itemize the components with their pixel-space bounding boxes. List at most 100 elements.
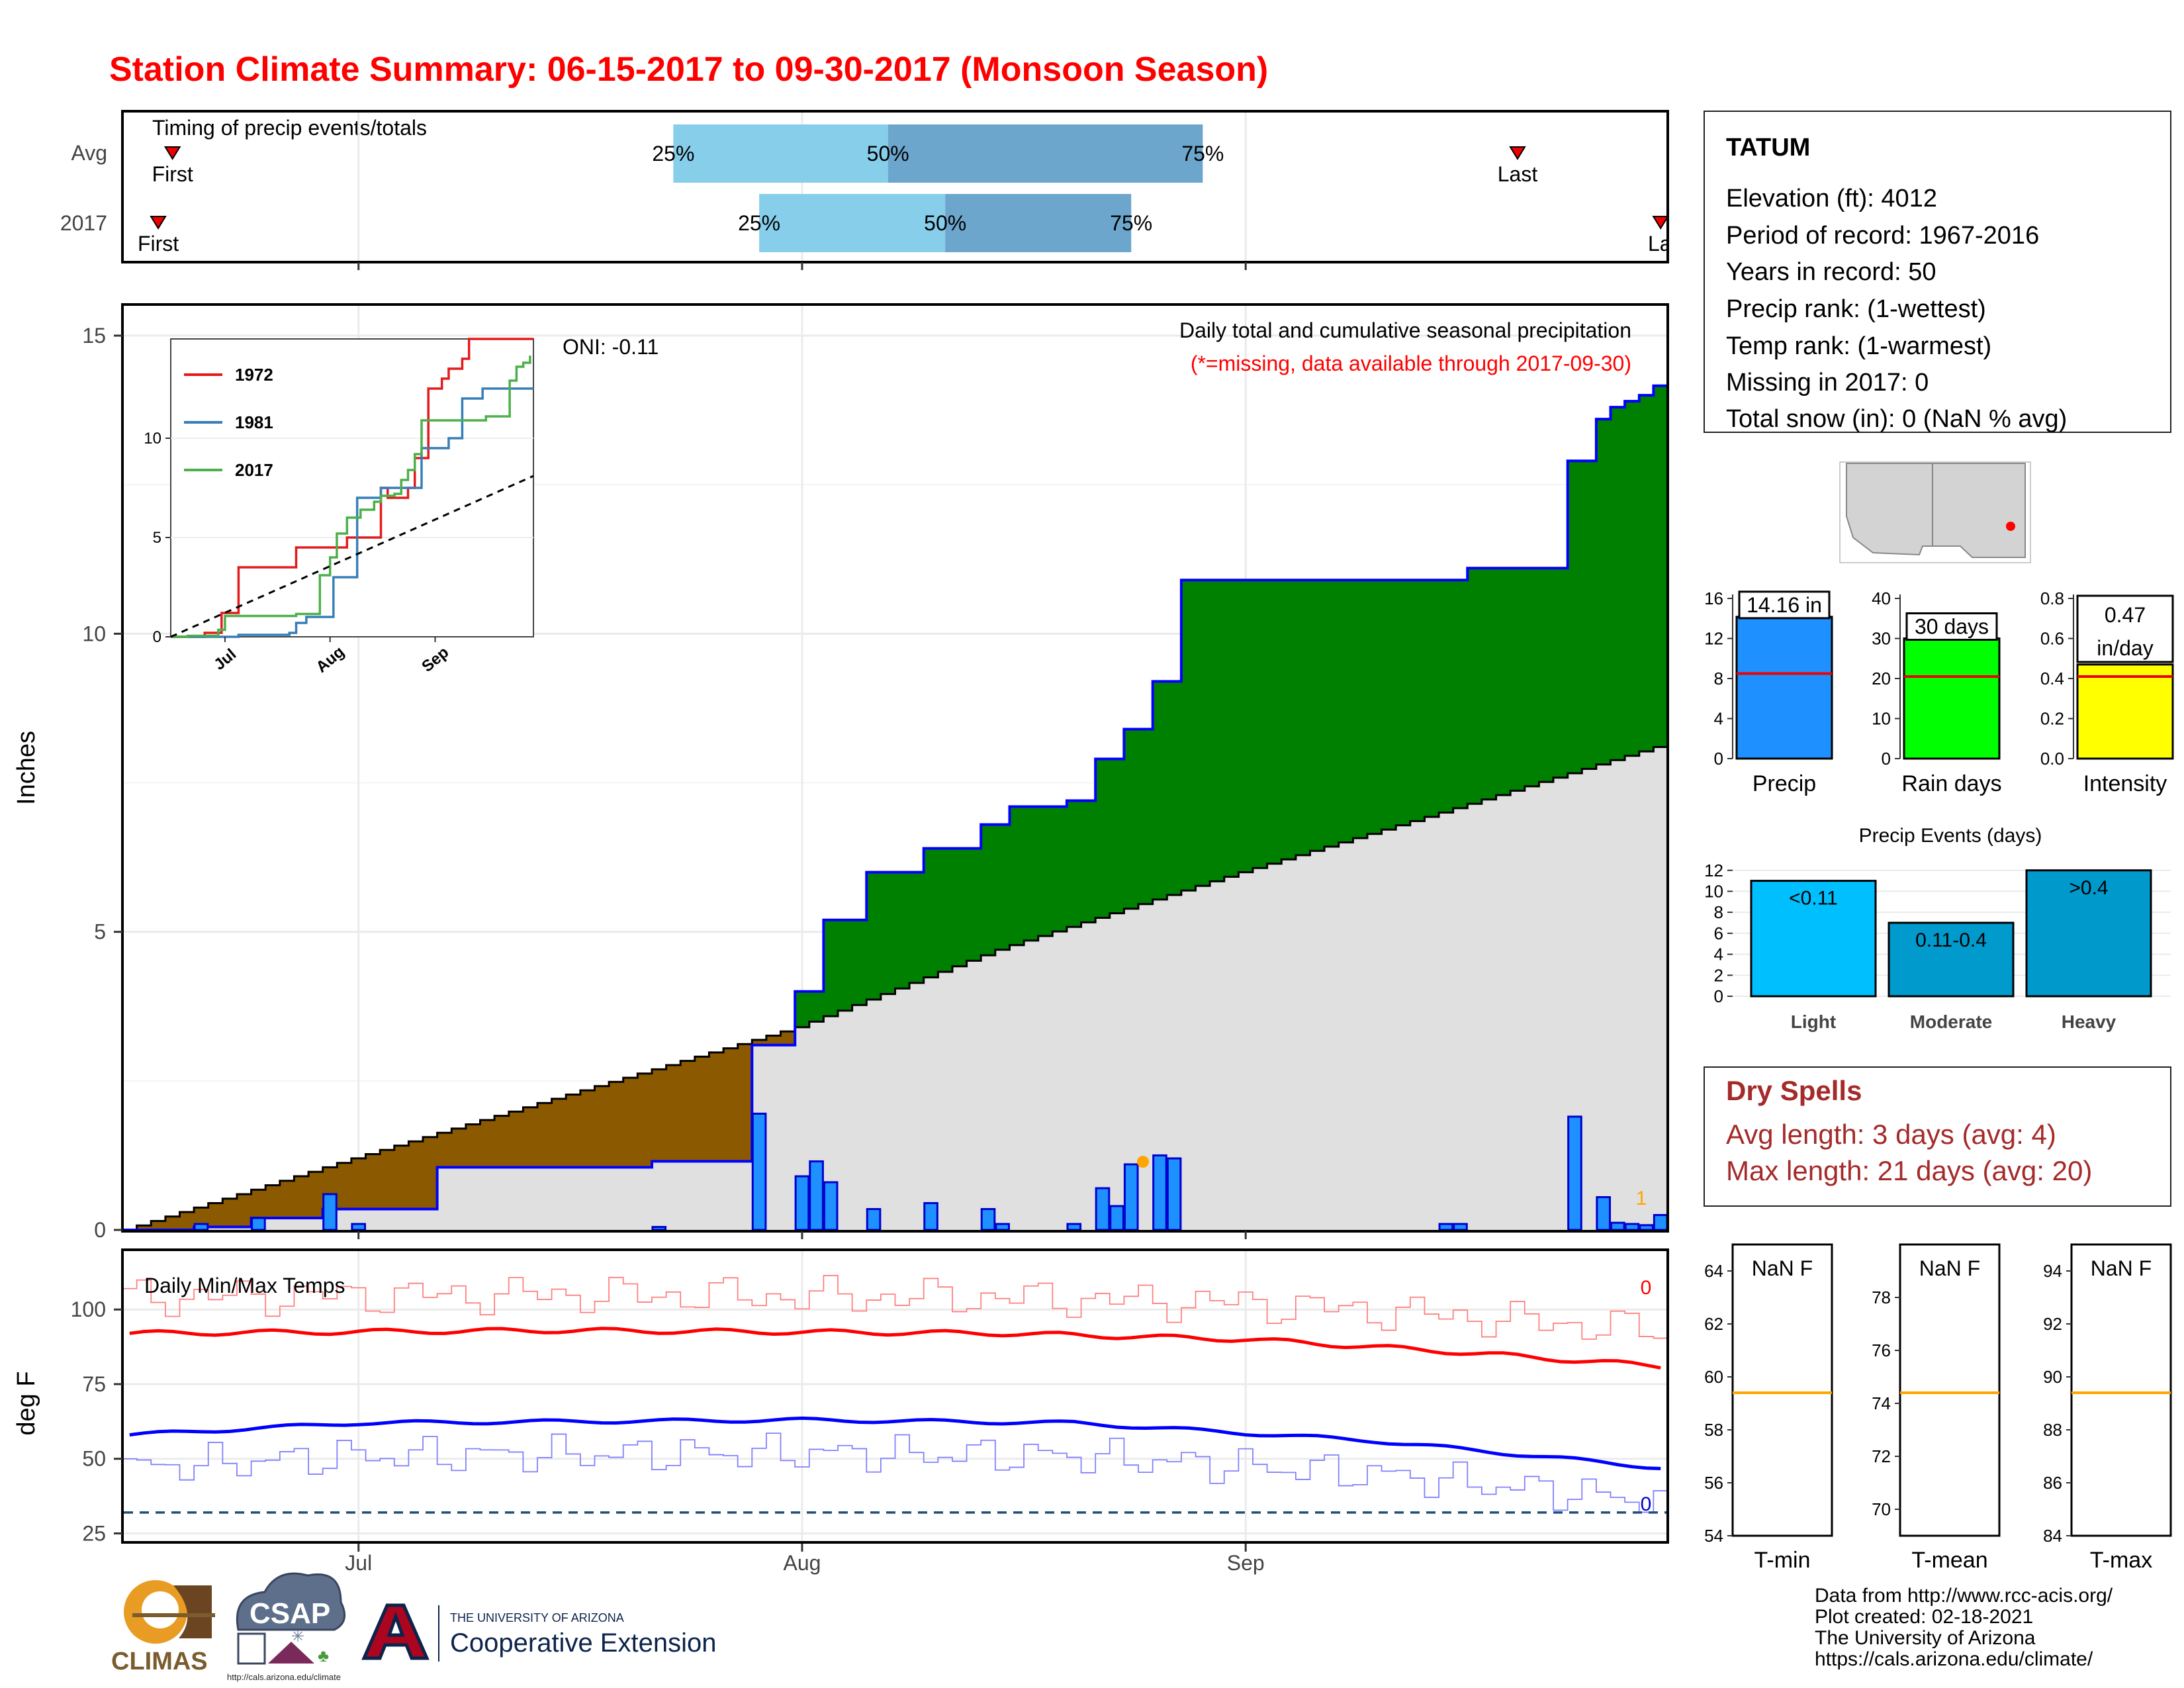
temp-panel-label: Daily Min/Max Temps (144, 1274, 345, 1297)
base-area-segment (1081, 922, 1096, 1230)
surplus-area-segment (1567, 461, 1582, 774)
surplus-area-segment (923, 848, 938, 978)
temp-ytick-label: 50 (82, 1447, 106, 1471)
temp-summary-ytick-label: 86 (2043, 1473, 2062, 1493)
base-area-segment (1625, 755, 1640, 1230)
daily-precip-bar (980, 1207, 996, 1231)
base-area-segment (1095, 917, 1111, 1230)
deficit-area-segment (208, 1203, 223, 1227)
base-area-segment (838, 1010, 853, 1230)
deficit-area-segment (637, 1073, 653, 1168)
base-area-segment (494, 1167, 510, 1230)
inset-background (170, 338, 534, 637)
base-area-segment (365, 1209, 381, 1230)
timing-q25-label: 25% (652, 142, 694, 165)
daily-precip-bar (823, 1181, 839, 1231)
events-bar-label: >0.4 (2069, 877, 2108, 899)
csap-cactus-icon: ♣ (318, 1646, 329, 1665)
inset-ytick-label: 0 (153, 628, 161, 646)
page-title: Station Climate Summary: 06-15-2017 to 0… (109, 50, 1268, 89)
base-area-segment (766, 1045, 782, 1230)
intensity-value-box (2076, 594, 2174, 663)
temp-ytick-label: 100 (71, 1297, 106, 1321)
base-area-segment (537, 1167, 553, 1230)
inset-ytick-label: 10 (144, 430, 161, 447)
base-area-segment (895, 988, 910, 1230)
temp-summary-frame-1 (1899, 1243, 2001, 1537)
surplus-area-segment (1539, 568, 1554, 782)
intensity-ytick-label: 0.8 (2040, 588, 2064, 608)
footer-data-source: Data from http://www.rcc-acis.org/ (1815, 1585, 2113, 1607)
surplus-area-segment (1124, 729, 1139, 909)
surplus-area-segment (895, 872, 910, 989)
base-area-segment (580, 1167, 596, 1230)
precip-note: (*=missing, data available through 2017-… (1191, 352, 1631, 375)
surplus-area-segment (1381, 580, 1396, 830)
surplus-area-segment (981, 824, 996, 956)
station-info-frame (1704, 111, 2171, 433)
base-area-segment (1467, 804, 1482, 1230)
daily-precip-bar (651, 1225, 667, 1231)
surplus-area-segment (1052, 806, 1068, 932)
deficit-area-segment (766, 1035, 782, 1045)
raindays-value-box (1905, 612, 1998, 641)
base-area-segment (1524, 786, 1540, 1230)
intensity-ytick-label: 0.4 (2040, 669, 2064, 688)
surplus-area-segment (995, 824, 1011, 950)
inset-ytick-label: 5 (153, 529, 161, 547)
surplus-area-segment (1467, 568, 1482, 804)
events-ytick-label: 12 (1704, 861, 1723, 880)
first-event-marker (150, 216, 167, 230)
daily-precip-bar (193, 1223, 209, 1231)
base-area-segment (1610, 760, 1625, 1230)
deficit-area-segment (294, 1176, 309, 1218)
surplus-area-segment (1496, 568, 1511, 796)
deficit-area-segment (609, 1082, 624, 1168)
footer-credits: Data from http://www.rcc-acis.org/ Plot … (1815, 1585, 2113, 1670)
stat-charts: 0 4 8 12 16 14.16 in Precip 0 10 20 30 40 30 days Rai… (1704, 588, 2174, 796)
csap-mountain-icon (268, 1642, 314, 1664)
inset-average-line (170, 475, 534, 638)
deficit-area-segment (179, 1211, 195, 1230)
precip-subtitle: Daily total and cumulative seasonal prec… (1179, 318, 1631, 342)
deficit-area-segment (265, 1185, 281, 1218)
dry-spells-frame (1704, 1066, 2171, 1207)
base-area-segment (1396, 825, 1411, 1230)
deficit-area-segment (480, 1120, 495, 1168)
station-period: Period of record: 1967-2016 (1726, 222, 2039, 250)
climas-logo: CLIMAS (111, 1580, 215, 1675)
events-bar-heavy (2025, 869, 2152, 998)
temp-lines (122, 1275, 1668, 1514)
station-location-dot (2006, 522, 2015, 531)
university-of-arizona-logo: THE UNIVERSITY OF ARIZONA Cooperative Ex… (361, 1603, 716, 1662)
footer-plot-created: Plot created: 02-18-2021 (1815, 1606, 2033, 1628)
temp-summary-ytick-label: 72 (1872, 1446, 1891, 1466)
deficit-area-segment (680, 1060, 696, 1162)
tmin-count: 0 (1641, 1493, 1652, 1515)
ua-cooperative-extension: Cooperative Extension (450, 1628, 716, 1658)
daily-precip-bar (751, 1112, 767, 1231)
temp-panel: 25 50 75 100 Jul Aug Sep Daily Min/Max Temps d… (13, 1248, 1669, 1575)
surplus-area-segment (1524, 568, 1540, 786)
deficit-area-segment (551, 1098, 567, 1168)
events-ytick-label: 6 (1714, 923, 1723, 943)
base-area-segment (852, 1005, 867, 1230)
base-area-segment (566, 1167, 581, 1230)
daily-precip-bar (1567, 1115, 1582, 1231)
base-area-segment (1510, 790, 1525, 1230)
missing-marker (1137, 1156, 1149, 1168)
precip-value-box (1738, 590, 1831, 620)
deficit-area-segment (594, 1086, 610, 1168)
base-area-segment (1582, 769, 1597, 1230)
base-area-segment (1353, 838, 1368, 1230)
base-area-segment (523, 1167, 538, 1230)
daily-precip-bar (1438, 1223, 1454, 1231)
intensity-ytick-label: 0.6 (2040, 629, 2064, 649)
precip-events-title: Precip Events (days) (1859, 825, 2042, 847)
surplus-area-segment (1324, 580, 1340, 847)
csap-grid-icon (237, 1632, 266, 1665)
